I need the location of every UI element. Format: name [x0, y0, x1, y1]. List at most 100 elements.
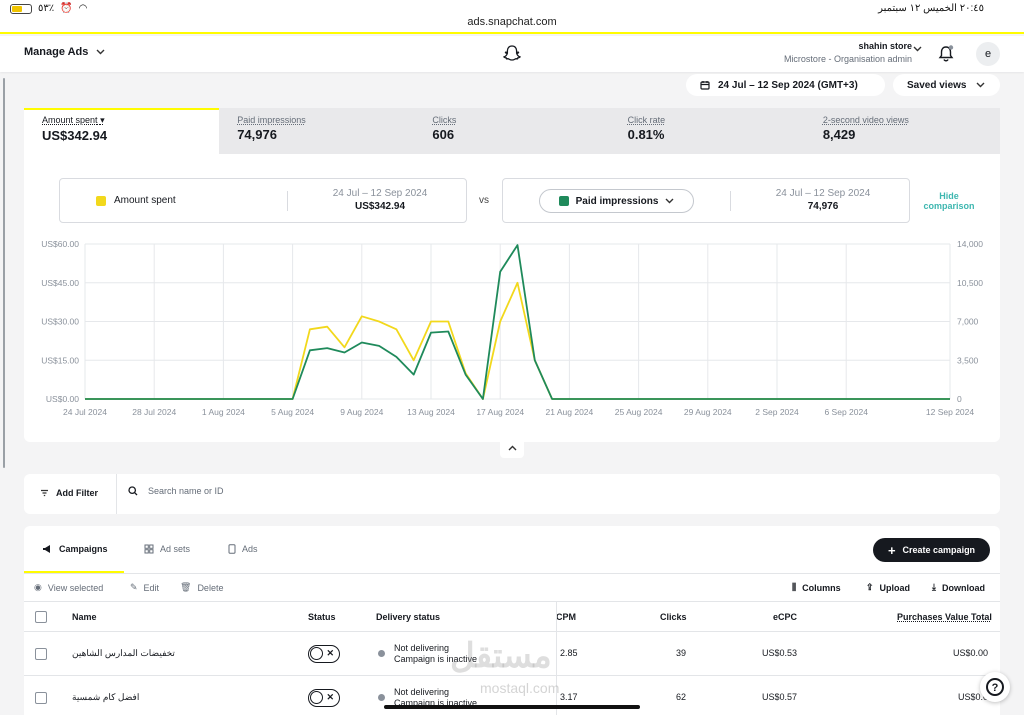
- entity-tabs: Campaigns Ad sets Ads + Create campaign: [24, 526, 1000, 574]
- status-toggle[interactable]: ✕: [308, 689, 340, 707]
- table-row[interactable]: افضل كام شمسية ✕ Not delivering Campaign …: [24, 676, 1000, 715]
- download-button[interactable]: ⤓ Download: [932, 582, 985, 593]
- delivery-status: Not delivering Campaign is inactive: [394, 687, 478, 708]
- divider: [730, 191, 731, 211]
- hide-comparison-link[interactable]: Hide comparison: [923, 191, 975, 211]
- metric-tab-clicks[interactable]: Clicks 606: [414, 108, 610, 154]
- metric-value: 74,976: [237, 127, 277, 142]
- row-checkbox[interactable]: [35, 648, 47, 660]
- metric-tab-paid-impressions[interactable]: Paid impressions 74,976: [219, 108, 415, 154]
- trash-icon: 🗑: [180, 582, 192, 592]
- col-status[interactable]: Status: [308, 612, 336, 622]
- table-row[interactable]: تخفيضات المدارس الشاهين ✕ Not delivering…: [24, 632, 1000, 676]
- line-chart: US$0.00 0 US$15.00 3,500 US$30.00 7,000 US$45.…: [41, 239, 983, 417]
- status-toggle[interactable]: ✕: [308, 645, 340, 663]
- date-range-picker[interactable]: 24 Jul – 12 Sep 2024 (GMT+3): [686, 74, 885, 96]
- edit-button[interactable]: ✎ Edit: [130, 582, 160, 593]
- columns-icon: ⫼: [792, 582, 797, 592]
- y2-tick-label: 14,000: [957, 239, 983, 249]
- clicks-value: 62: [675, 692, 686, 702]
- alarm-icon: ⏰: [60, 3, 73, 14]
- battery-icon: [10, 3, 32, 14]
- divider: [287, 191, 288, 211]
- impressions-swatch: [558, 196, 569, 206]
- column-resize-handle[interactable]: [556, 602, 557, 715]
- secondary-range: 24 Jul – 12 Sep 2024 74,976: [775, 188, 871, 212]
- saved-views-dropdown[interactable]: Saved views: [893, 74, 1000, 96]
- filter-icon: [41, 489, 48, 497]
- col-ecpc[interactable]: eCPC: [773, 612, 798, 622]
- top-nav: Manage Ads shahin store Microstore - Org…: [0, 36, 1024, 72]
- add-filter-button[interactable]: Add Filter: [40, 488, 98, 498]
- plus-icon: +: [887, 542, 896, 558]
- view-selected-button[interactable]: ◉ View selected: [34, 582, 104, 593]
- account-switcher[interactable]: shahin store Microstore - Organisation a…: [784, 41, 912, 64]
- tab-ads[interactable]: Ads: [228, 544, 258, 554]
- filter-bar: Add Filter Search name or ID: [24, 474, 1000, 514]
- browser-url-bar[interactable]: ads.snapchat.com: [0, 16, 1024, 34]
- compare-metric-select[interactable]: Paid impressions: [539, 189, 694, 213]
- metric-label: Clicks: [432, 115, 457, 125]
- x-tick-label: 17 Aug 2024: [476, 407, 524, 417]
- amount-swatch: [96, 195, 106, 206]
- series-line-amount-spent: [85, 281, 950, 400]
- help-button[interactable]: ?: [980, 672, 1010, 702]
- upload-button[interactable]: ⇪ Upload: [866, 582, 911, 593]
- col-name[interactable]: Name: [72, 612, 97, 622]
- active-tab-indicator: [24, 571, 124, 573]
- metric-label: Paid impressions: [237, 115, 306, 125]
- select-all-checkbox[interactable]: [35, 611, 47, 623]
- bell-icon[interactable]: [936, 44, 956, 64]
- metric-value: 0.81%: [627, 127, 665, 142]
- tab-campaigns[interactable]: Campaigns: [42, 544, 108, 554]
- battery-percent: ٥٣٪: [38, 3, 55, 14]
- avatar[interactable]: e: [976, 42, 1000, 66]
- chevron-up-icon: [508, 445, 516, 451]
- col-cpm[interactable]: CPM: [556, 612, 576, 622]
- delivery-status: Not delivering Campaign is inactive: [394, 643, 478, 664]
- campaign-name[interactable]: افضل كام شمسية: [72, 692, 140, 702]
- y-tick-label: US$0.00: [46, 394, 79, 404]
- home-indicator: [384, 705, 640, 709]
- clicks-value: 39: [675, 648, 686, 658]
- megaphone-icon: [43, 545, 50, 553]
- comparison-primary: Amount spent 24 Jul – 12 Sep 2024 US$342…: [59, 178, 467, 223]
- upload-icon: ⇪: [866, 582, 874, 592]
- campaigns-table-card: Campaigns Ad sets Ads + Create campaign …: [24, 526, 1000, 715]
- delete-button[interactable]: 🗑 Delete: [180, 582, 224, 593]
- cpm-value: 3.17: [560, 692, 578, 702]
- metric-label: Click rate: [627, 115, 666, 125]
- snapchat-ghost-icon[interactable]: [502, 44, 522, 64]
- purchases-value: US$0.00: [952, 648, 988, 658]
- manage-ads-menu[interactable]: Manage Ads: [24, 46, 105, 58]
- create-campaign-button[interactable]: + Create campaign: [873, 538, 990, 562]
- col-clicks[interactable]: Clicks: [660, 612, 687, 622]
- col-purchases[interactable]: Purchases Value Total: [897, 612, 992, 622]
- x-tick-label: 25 Aug 2024: [615, 407, 663, 417]
- eye-icon: ◉: [34, 582, 42, 592]
- metric-tab-amount-spent[interactable]: Amount spent ▾ US$342.94: [24, 108, 220, 154]
- col-delivery[interactable]: Delivery status: [376, 612, 441, 622]
- metric-tab-click-rate[interactable]: Click rate 0.81%: [609, 108, 805, 154]
- search-input[interactable]: Search name or ID: [128, 486, 224, 496]
- tab-ad-sets[interactable]: Ad sets: [144, 544, 190, 554]
- close-icon: ✕: [326, 692, 334, 702]
- ecpc-value: US$0.57: [761, 692, 797, 702]
- campaign-name[interactable]: تخفيضات المدارس الشاهين: [72, 648, 175, 658]
- metric-tab-video-views[interactable]: 2-second video views 8,429: [804, 108, 1001, 154]
- chevron-down-icon: [96, 49, 105, 55]
- columns-button[interactable]: ⫼ Columns: [792, 582, 841, 593]
- row-checkbox[interactable]: [35, 692, 47, 704]
- y2-tick-label: 10,500: [957, 278, 983, 288]
- account-chevron-icon[interactable]: [913, 46, 922, 52]
- status-bar: ٥٣٪ ⏰ ◠ ٢٠:٤٥ الخميس ١٢ سبتمبر: [0, 0, 1024, 18]
- x-tick-label: 13 Aug 2024: [407, 407, 455, 417]
- search-placeholder: Search name or ID: [148, 486, 224, 496]
- y-tick-label: US$60.00: [41, 239, 79, 249]
- status-dot: [378, 694, 385, 701]
- x-tick-label: 5 Aug 2024: [271, 407, 314, 417]
- page-scrollbar[interactable]: [3, 78, 5, 468]
- x-tick-label: 9 Aug 2024: [340, 407, 383, 417]
- collapse-chart-button[interactable]: [500, 442, 524, 458]
- y2-tick-label: 7,000: [957, 317, 979, 327]
